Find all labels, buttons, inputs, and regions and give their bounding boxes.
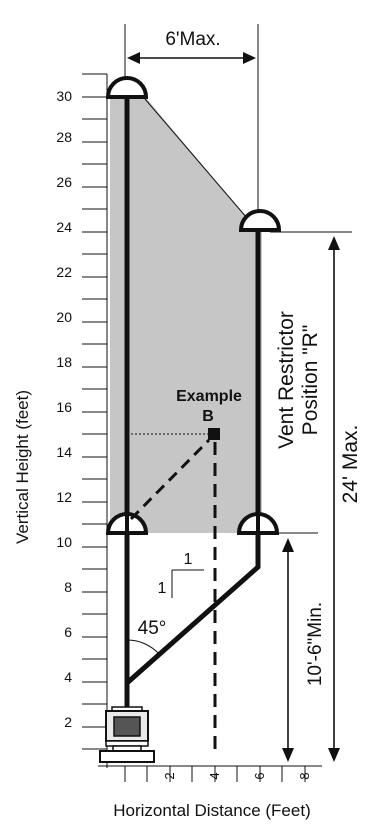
y-tick-22: 22 [56, 264, 72, 280]
vent-cap-mid-left [105, 512, 149, 535]
vent-cap-top-right [238, 209, 282, 232]
stove-icon [99, 706, 155, 763]
y-tick-30: 30 [56, 88, 72, 104]
x-axis-title: Horizontal Distance (Feet) [113, 801, 310, 820]
vent-cap-mid-right [236, 512, 280, 535]
horizontal-max-arrow-right [243, 52, 256, 64]
example-b-point [208, 428, 220, 440]
vertical-max-arrow-top [328, 236, 340, 250]
example-label: Example [176, 388, 242, 405]
y-tick-6: 6 [64, 624, 72, 640]
y-tick-24: 24 [56, 219, 72, 235]
example-dashed-diagonal [129, 438, 211, 521]
x-axis-tick-labels: 2 4 6 8 [162, 772, 312, 779]
y-axis-tick-labels: 2 4 6 8 10 12 14 16 18 20 22 24 26 28 30 [56, 88, 72, 730]
y-axis-ticks [82, 73, 107, 750]
vertical-min-arrow-top [282, 538, 294, 552]
example-b-label: B [202, 408, 214, 425]
vent-cap-top-left [105, 76, 149, 99]
vertical-min-label: 10'-6"Min. [305, 602, 326, 686]
y-tick-8: 8 [64, 579, 72, 595]
vertical-max-arrow-bottom [328, 748, 340, 762]
vertical-max-label: 24' Max. [339, 425, 362, 504]
y-tick-2: 2 [64, 714, 72, 730]
y-tick-4: 4 [64, 669, 72, 685]
angle-label: 45° [138, 618, 167, 639]
y-tick-10: 10 [56, 534, 72, 550]
slope-run-label: 1 [184, 551, 193, 568]
x-tick-8: 8 [297, 772, 312, 779]
x-tick-2: 2 [162, 772, 177, 779]
y-tick-18: 18 [56, 354, 72, 370]
region-diagonal-edge [144, 98, 248, 219]
x-axis-ticks [124, 766, 306, 782]
x-tick-6: 6 [252, 772, 267, 779]
y-tick-26: 26 [56, 174, 72, 190]
y-tick-16: 16 [56, 399, 72, 415]
y-tick-14: 14 [56, 444, 72, 460]
x-tick-4: 4 [207, 772, 222, 779]
vent-restrictor-label-line2: Position "R" [299, 325, 322, 436]
horizontal-max-arrow-left [127, 52, 140, 64]
y-tick-28: 28 [56, 129, 72, 145]
y-tick-20: 20 [56, 309, 72, 325]
allowable-vent-region [110, 97, 262, 533]
y-axis-title: Vertical Height (feet) [13, 390, 32, 544]
vent-restrictor-label-line1: Vent Restrictor [275, 311, 298, 449]
horizontal-max-label: 6'Max. [165, 29, 220, 50]
vertical-min-arrow-bottom [282, 748, 294, 762]
y-tick-12: 12 [56, 489, 72, 505]
angle-arc [126, 639, 160, 655]
slope-rise-label: 1 [158, 580, 167, 597]
